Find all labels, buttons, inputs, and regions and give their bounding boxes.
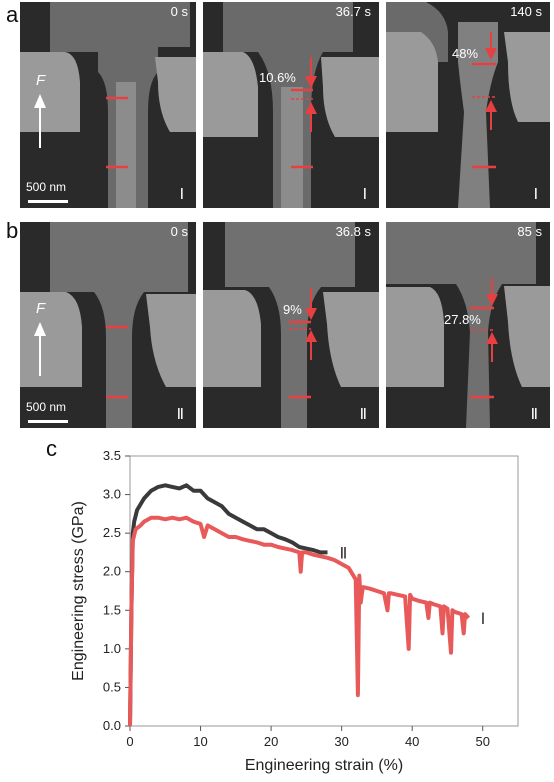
scale-bar-label: 500 nm <box>26 180 67 194</box>
sample-label: Ⅰ <box>533 187 538 203</box>
y-tick-label: 3.0 <box>103 487 121 502</box>
sample-label: Ⅱ <box>176 407 184 423</box>
sample-label: Ⅱ <box>359 407 367 423</box>
sample-label: Ⅰ <box>179 187 184 203</box>
x-tick-label: 30 <box>334 734 348 749</box>
sample-label: Ⅰ <box>362 187 367 203</box>
y-tick-label: 2.0 <box>103 564 121 579</box>
series-line-2 <box>128 515 471 727</box>
strain-percent: 48% <box>452 46 479 61</box>
timestamp: 36.8 s <box>335 224 371 239</box>
series-label-1: Ⅱ <box>340 545 348 562</box>
sample-label: Ⅱ <box>530 407 538 423</box>
panel-letter-c: c <box>46 436 57 461</box>
sem-image-b3 <box>386 222 550 428</box>
sem-image-b2 <box>203 222 379 428</box>
sem-frame-b3: 85 s 27.8% Ⅱ <box>386 222 550 428</box>
sem-image-b1 <box>20 222 196 428</box>
chart-labels: 0 10 20 30 40 50 0.0 0.5 1.0 1.5 2.0 2.5 3.0 3.5 Engin… <box>70 448 490 774</box>
x-tick-label: 50 <box>475 734 489 749</box>
timestamp: 85 s <box>517 224 542 239</box>
y-tick-label: 3.5 <box>103 448 121 463</box>
timestamp: 36.7 s <box>335 4 371 19</box>
chart-axes <box>125 455 519 731</box>
series-label-2: Ⅰ <box>481 611 486 628</box>
force-label: F <box>36 72 46 89</box>
scale-bar-label: 500 nm <box>26 400 67 414</box>
panel-letter-b: b <box>6 218 19 243</box>
x-tick-label: 40 <box>405 734 419 749</box>
x-tick-label: 0 <box>126 734 133 749</box>
chart-series <box>128 483 471 727</box>
sem-image-a1 <box>20 2 196 208</box>
timestamp: 0 s <box>170 4 188 19</box>
y-tick-label: 0.0 <box>103 718 121 733</box>
y-tick-label: 0.5 <box>103 679 121 694</box>
x-axis-label: Engineering strain (%) <box>245 757 403 774</box>
timestamp: 140 s <box>510 4 542 19</box>
timestamp: 0 s <box>170 224 188 239</box>
plot-frame <box>129 455 519 727</box>
y-tick-label: 1.5 <box>103 602 121 617</box>
strain-percent: 9% <box>283 302 302 317</box>
series-line-1 <box>128 483 328 727</box>
x-tick-label: 20 <box>264 734 278 749</box>
y-axis-label: Engineering stress (GPa) <box>70 501 87 681</box>
sem-frame-a1: 0 s F 500 nm Ⅰ <box>20 2 196 208</box>
panel-letter-a: a <box>6 2 19 27</box>
force-label: F <box>36 300 46 317</box>
sem-frame-b2: 36.8 s 9% Ⅱ <box>203 222 379 428</box>
sem-image-a2 <box>203 2 379 208</box>
stress-strain-chart: 0 10 20 30 40 50 0.0 0.5 1.0 1.5 2.0 2.5 3.0 3.5 Engin… <box>70 448 519 774</box>
x-tick-label: 10 <box>193 734 207 749</box>
strain-percent: 10.6% <box>259 70 296 85</box>
y-tick-label: 2.5 <box>103 525 121 540</box>
sem-frame-a3: 140 s 48% Ⅰ <box>386 2 550 208</box>
strain-percent: 27.8% <box>444 312 481 327</box>
sem-frame-b1: 0 s F 500 nm Ⅱ <box>20 222 196 428</box>
sem-image-a3 <box>386 2 550 208</box>
y-tick-label: 1.0 <box>103 641 121 656</box>
sem-frame-a2: 36.7 s 10.6% Ⅰ <box>203 2 379 208</box>
